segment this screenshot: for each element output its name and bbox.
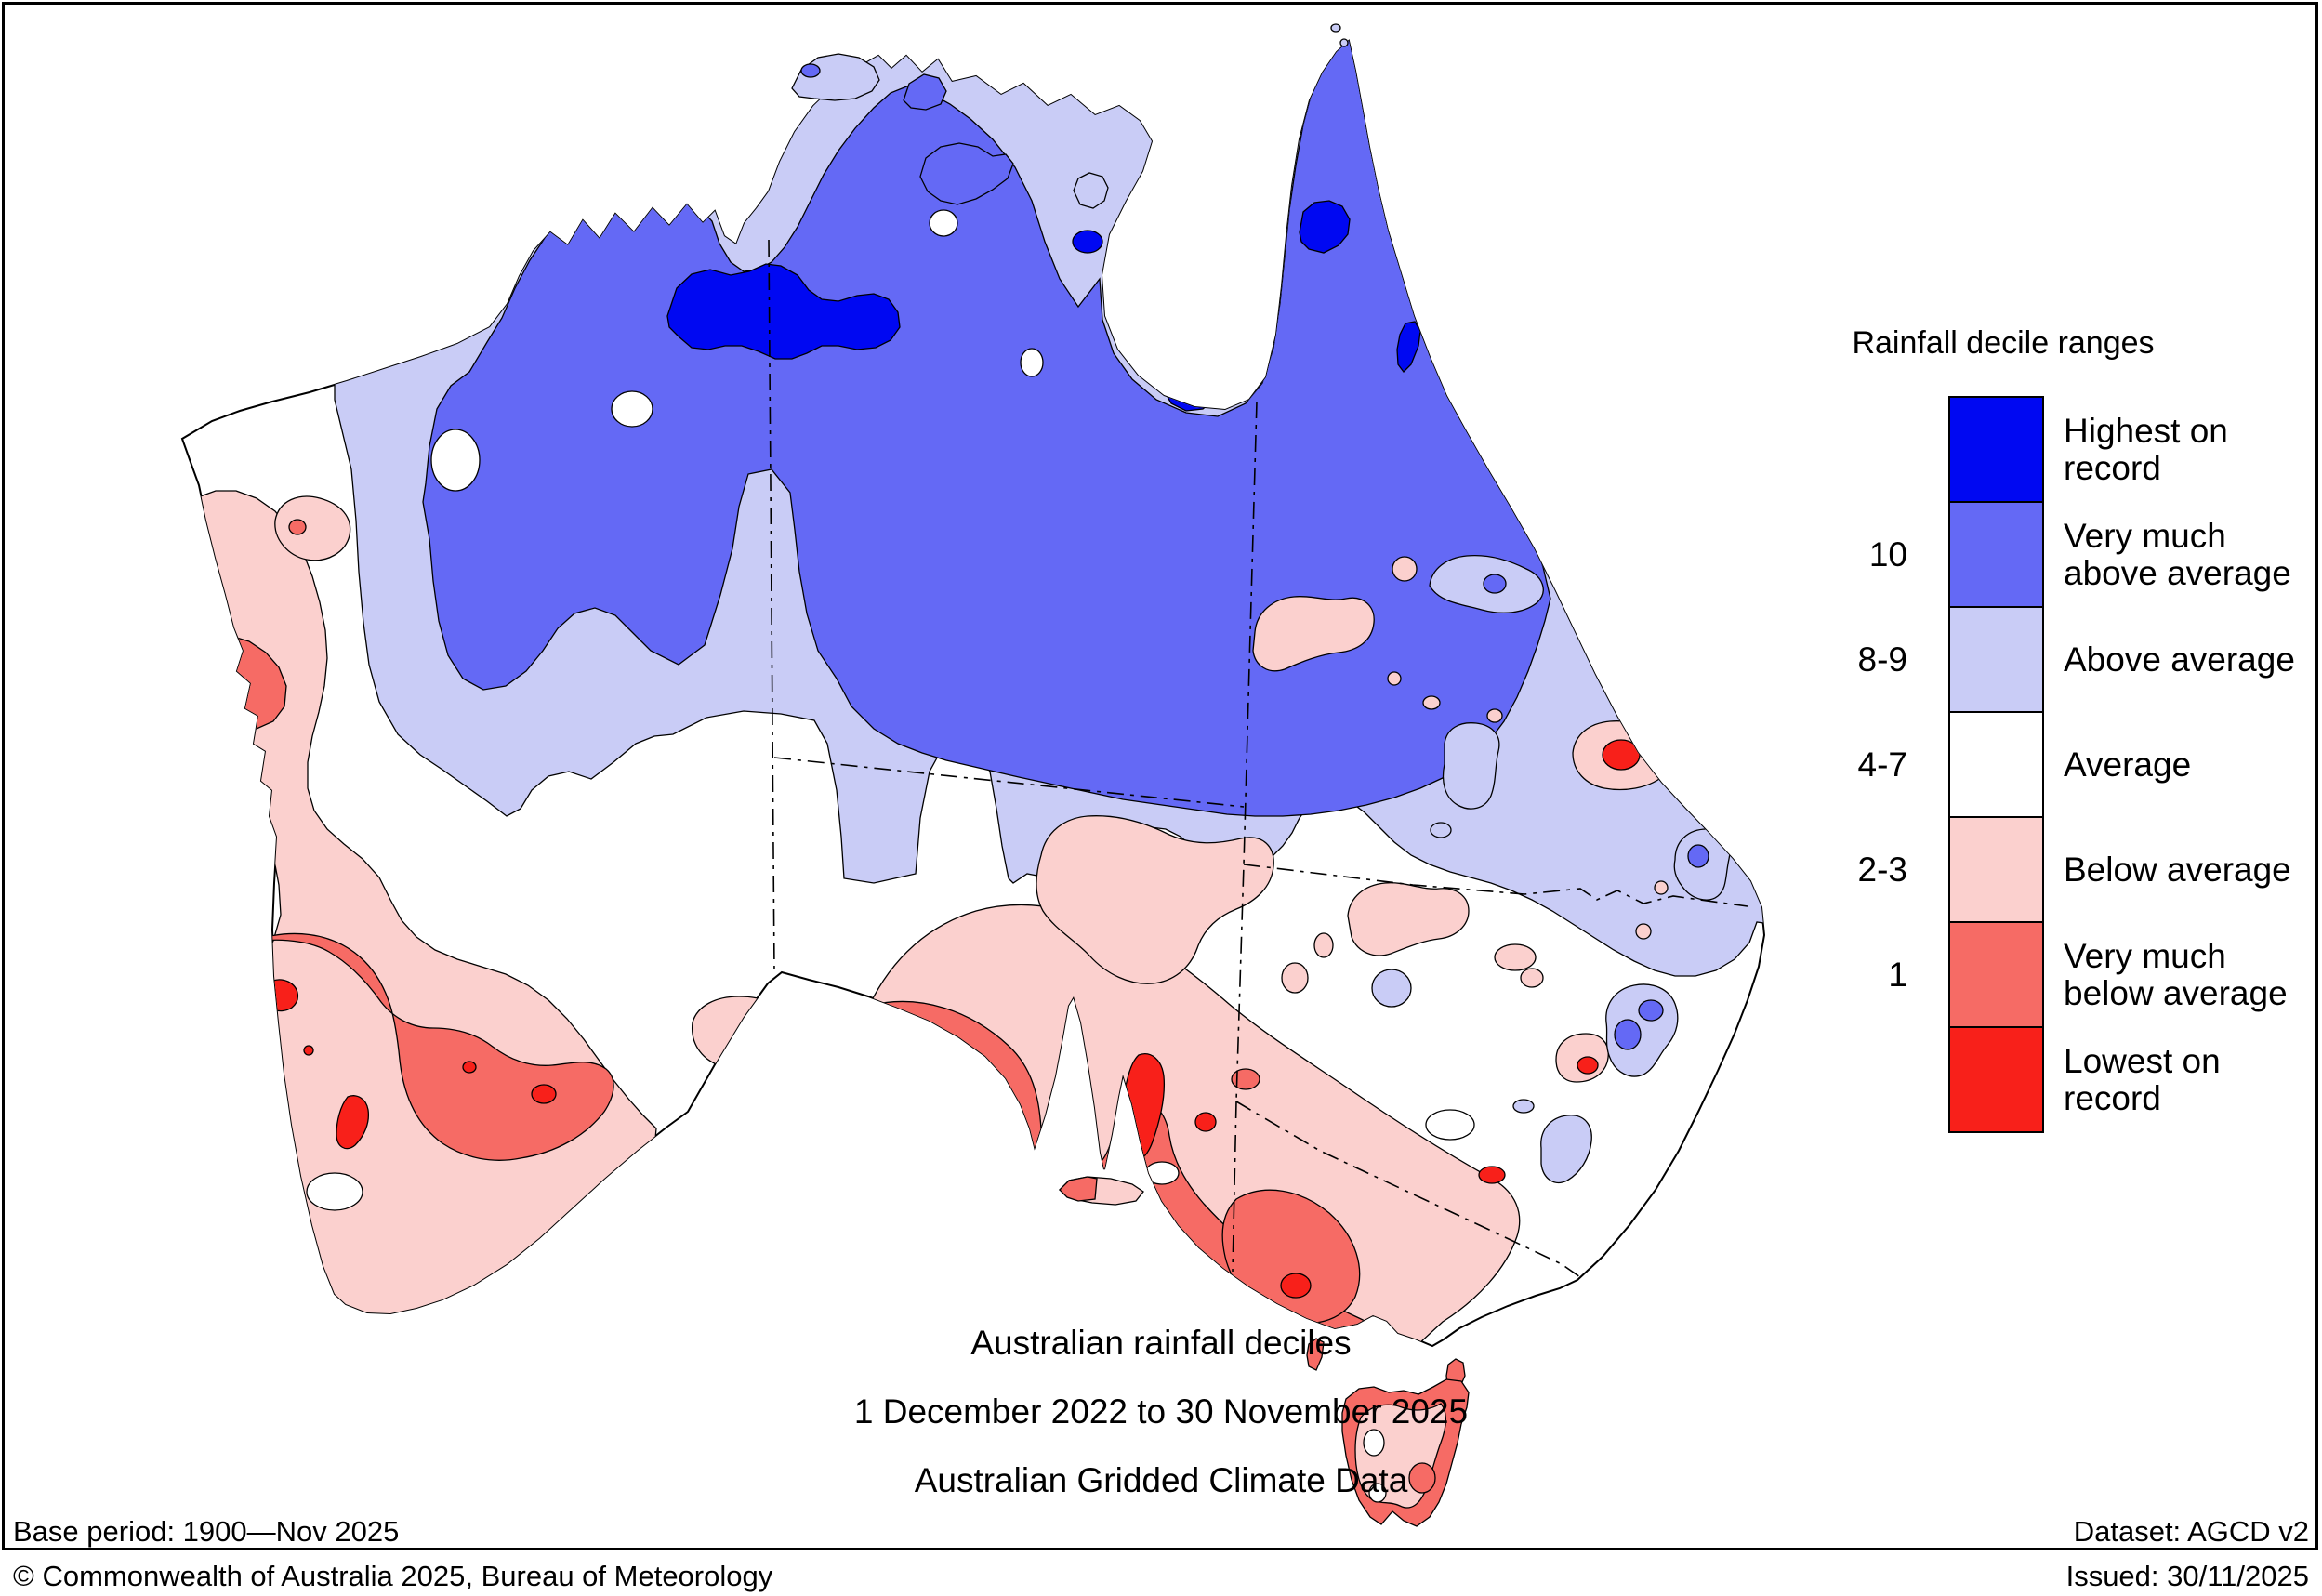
map-period: 1 December 2022 to 30 November 2025: [853, 1392, 1469, 1431]
legend-swatch-below: [1948, 816, 2044, 923]
legend-swatch-very-much-below: [1948, 921, 2044, 1028]
legend-decile-10: 10: [1868, 534, 1907, 574]
legend-decile-2-3: 2-3: [1857, 850, 1907, 889]
legend-swatch-lowest: [1948, 1026, 2044, 1133]
legend-swatch-very-much-above: [1948, 501, 2044, 608]
legend-label-below: Below average: [2064, 850, 2291, 889]
legend-label-very-much-below: Very much below average: [2064, 936, 2288, 1012]
map-frame-border: [2, 2, 2318, 1550]
legend-decile-4-7: 4-7: [1857, 745, 1907, 784]
tasmania: [1341, 1378, 1470, 1527]
legend-label-very-much-above: Very much above average: [2064, 516, 2291, 592]
dataset-note: Dataset: AGCD v2: [2073, 1515, 2309, 1548]
legend-decile-8-9: 8-9: [1857, 640, 1907, 679]
average-holes-north: [430, 209, 1044, 492]
king-island: [1306, 1338, 1325, 1371]
legend-swatch-average: [1948, 711, 2044, 818]
issued-note: Issued: 30/11/2025: [2065, 1560, 2309, 1592]
average-holes-south: [306, 1109, 1475, 1211]
legend-decile-1: 1: [1888, 955, 1907, 994]
melville-island: [791, 53, 880, 101]
groote-eylandt: [1073, 172, 1109, 209]
legend-title: Rainfall decile ranges: [1852, 325, 2155, 361]
state-border-lines: [768, 239, 1748, 1291]
map-title: Australian rainfall deciles: [970, 1324, 1352, 1362]
legend-label-highest: Highest on record: [2064, 411, 2228, 487]
copyright-note: © Commonwealth of Australia 2025, Bureau…: [13, 1560, 773, 1592]
legend-swatch-highest: [1948, 396, 2044, 503]
map-dataset-name: Australian Gridded Climate Data: [914, 1461, 1408, 1499]
legend-label-average: Average: [2064, 745, 2192, 784]
legend-color-ramp: [1948, 396, 2044, 1133]
legend-label-above: Above average: [2064, 640, 2295, 679]
east-coast-very-much-above-cores: [1483, 574, 1709, 1050]
east-coast-above-average-blobs: [1371, 554, 1731, 1184]
legend-label-lowest: Lowest on record: [2064, 1041, 2221, 1117]
torres-strait-islands: [1330, 23, 1349, 47]
base-period-note: Base period: 1900—Nov 2025: [13, 1515, 400, 1548]
legend-swatch-above: [1948, 606, 2044, 713]
kangaroo-island: [1058, 1176, 1144, 1206]
